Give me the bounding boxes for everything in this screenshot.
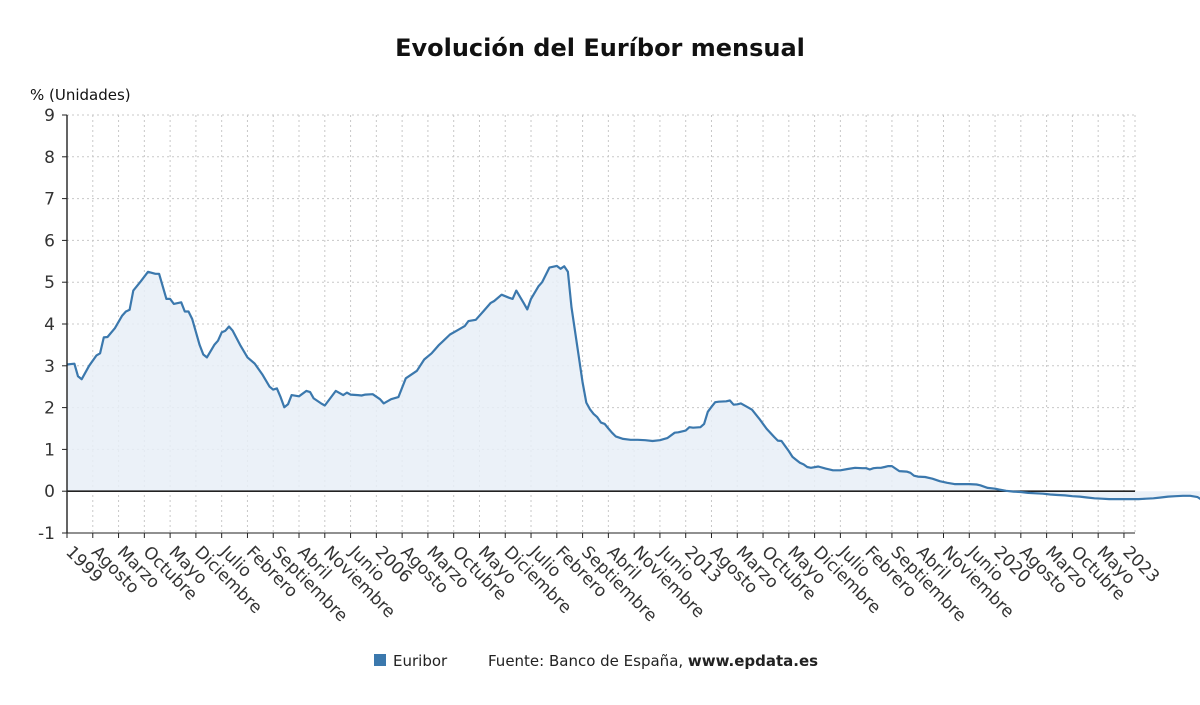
y-tick-labels: 9 8 7 6 5 4 3 2 1 0 -1	[38, 106, 55, 544]
y-tick-label: 7	[44, 190, 55, 210]
y-tick-label: 2	[44, 399, 55, 419]
y-tick-label: 5	[44, 273, 55, 293]
y-tick-label: 8	[44, 148, 55, 168]
series-line-euribor	[66, 264, 1200, 501]
legend-label-euribor: Euribor	[393, 652, 448, 670]
series-area	[67, 265, 1200, 500]
y-tick-label: -1	[38, 524, 55, 544]
y-tick-label: 9	[44, 106, 55, 126]
source-prefix: Fuente: Banco de España,	[488, 652, 688, 670]
y-axis-label: % (Unidades)	[30, 86, 131, 104]
chart-title: Evolución del Euríbor mensual	[395, 34, 805, 62]
y-tick-label: 6	[44, 231, 55, 251]
y-tick-label: 0	[44, 482, 55, 502]
x-tick-labels: 1999AgostoMarzoOctubreMayoDiciembreJulio…	[61, 542, 1163, 626]
legend: Euribor Fuente: Banco de España, www.epd…	[374, 652, 818, 670]
y-tick-label: 3	[44, 357, 55, 377]
series-area-fill	[67, 265, 1200, 500]
series-line-group	[66, 264, 1200, 501]
source-site: www.epdata.es	[688, 652, 818, 670]
y-tick-label: 1	[44, 440, 55, 460]
axes	[62, 114, 1135, 538]
legend-swatch-euribor	[374, 654, 386, 666]
y-tick-label: 4	[44, 315, 55, 335]
source-text: Fuente: Banco de España, www.epdata.es	[488, 652, 818, 670]
